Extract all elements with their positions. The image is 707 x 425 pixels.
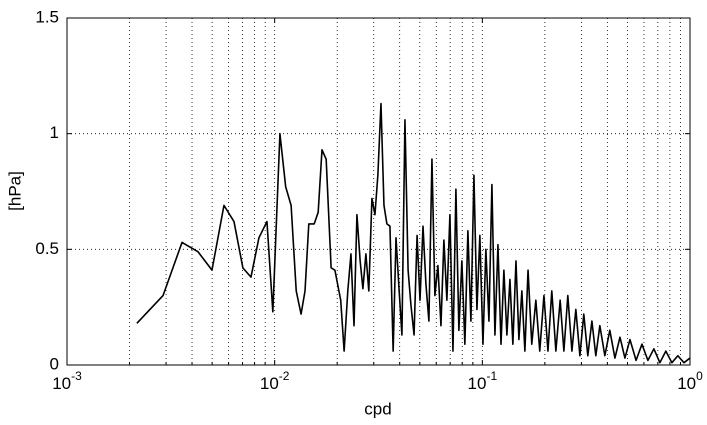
x-tick-exponent: -1 xyxy=(486,369,497,383)
y-axis-label: [hPa] xyxy=(5,171,24,211)
x-tick-exponent: -3 xyxy=(71,369,82,383)
x-tick-label: 10-3 xyxy=(52,369,82,393)
data-line xyxy=(136,102,691,364)
plot-frame xyxy=(66,17,691,366)
x-tick-base: 10 xyxy=(677,374,696,393)
y-tick-label: 0 xyxy=(50,354,59,373)
x-tick-base: 10 xyxy=(52,374,71,393)
x-tick-base: 10 xyxy=(260,374,279,393)
x-tick-label: 10-2 xyxy=(260,369,290,393)
x-tick-exponent: -2 xyxy=(279,369,290,383)
x-tick-exponent: 0 xyxy=(696,369,703,383)
x-axis-label: cpd xyxy=(364,399,391,418)
y-tick-label: 1.5 xyxy=(35,7,59,26)
y-tick-label: 1 xyxy=(50,123,59,142)
x-tick-label: 100 xyxy=(677,369,703,393)
plot xyxy=(136,102,691,364)
y-tick-label: 0.5 xyxy=(35,239,59,258)
x-tick-base: 10 xyxy=(468,374,487,393)
x-tick-label: 10-1 xyxy=(468,369,498,393)
grid xyxy=(66,17,691,366)
